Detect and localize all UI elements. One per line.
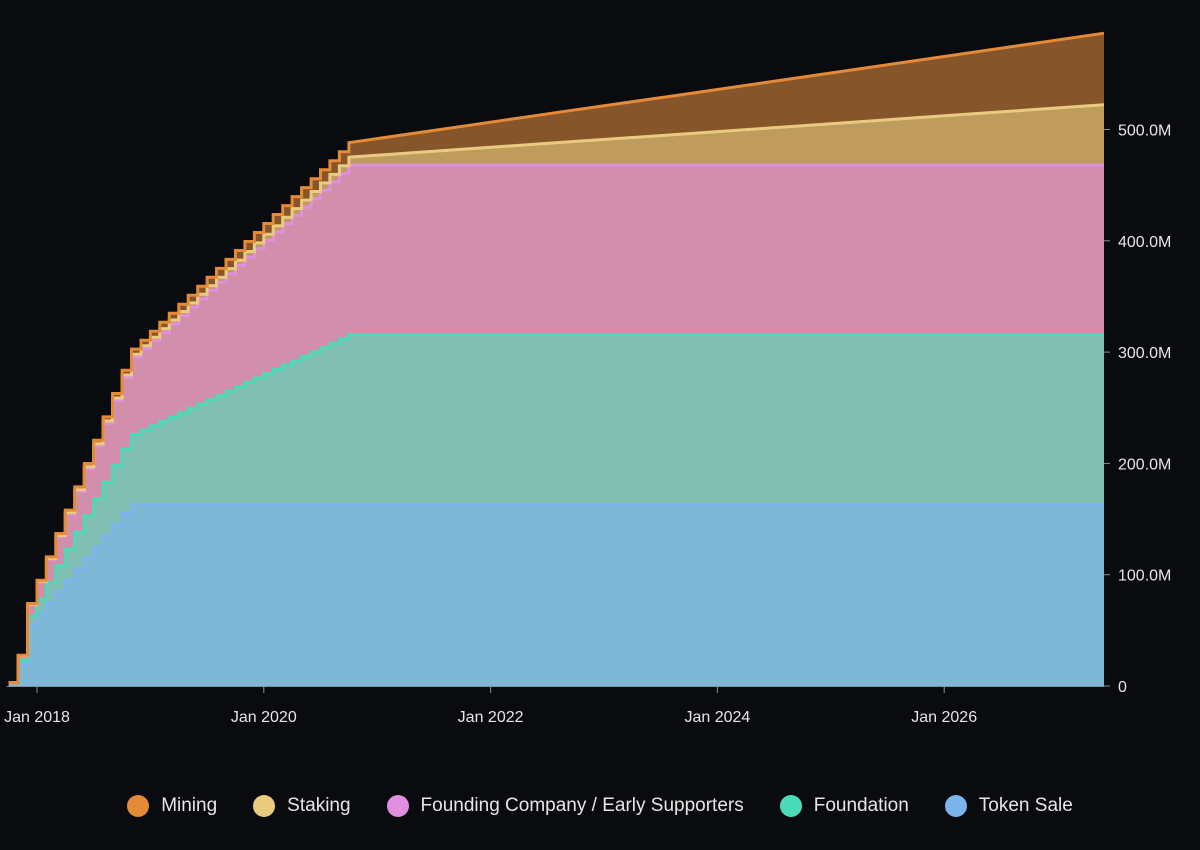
area-token-sale: [8, 504, 1105, 686]
x-tick-label: Jan 2022: [458, 709, 524, 726]
legend-label: Token Sale: [978, 795, 1073, 816]
axes: 0 100.0M 200.0M 300.0M 400.0M 500.0M Jan 2018 J…: [4, 123, 1171, 727]
plot-areas: [8, 33, 1105, 686]
x-tick-label: Jan 2026: [911, 709, 977, 726]
y-tick-label: 500.0M: [1118, 123, 1171, 140]
legend-item-founding[interactable]: Founding Company / Early Supporters: [386, 795, 744, 817]
mining-dot-icon: [127, 795, 150, 817]
x-tick-label: Jan 2024: [684, 709, 750, 726]
legend-item-mining[interactable]: Mining: [127, 795, 217, 817]
x-tick-label: Jan 2018: [4, 709, 70, 726]
line-foundation: [8, 333, 1104, 685]
foundation-dot-icon: [779, 795, 802, 817]
legend-label: Mining: [161, 795, 218, 816]
y-tick-label: 400.0M: [1118, 234, 1171, 251]
line-token-sale: [8, 503, 1104, 685]
area-mining: [8, 33, 1105, 683]
y-tick-label: 300.0M: [1118, 345, 1171, 362]
token-sale-dot-icon: [944, 795, 967, 817]
area-founding-company-early-supporters: [8, 165, 1105, 683]
legend-label: Staking: [287, 795, 351, 816]
staking-dot-icon: [253, 795, 276, 817]
x-tick-label: Jan 2020: [231, 709, 297, 726]
area-staking: [8, 104, 1105, 683]
legend-item-token-sale[interactable]: Token Sale: [944, 795, 1073, 817]
y-tick-label: 200.0M: [1118, 456, 1171, 473]
plot-lines: [8, 31, 1105, 685]
legend-label: Founding Company / Early Supporters: [420, 795, 744, 816]
line-mining: [8, 31, 1105, 685]
founding-dot-icon: [386, 795, 409, 817]
legend-item-staking[interactable]: Staking: [253, 795, 351, 817]
y-tick-label: 0: [1118, 679, 1127, 696]
legend: Mining Staking Founding Company / Early …: [0, 795, 1200, 817]
y-tick-label: 100.0M: [1118, 568, 1171, 585]
legend-item-foundation[interactable]: Foundation: [779, 795, 909, 817]
area-foundation: [8, 334, 1105, 683]
legend-label: Foundation: [813, 795, 909, 816]
